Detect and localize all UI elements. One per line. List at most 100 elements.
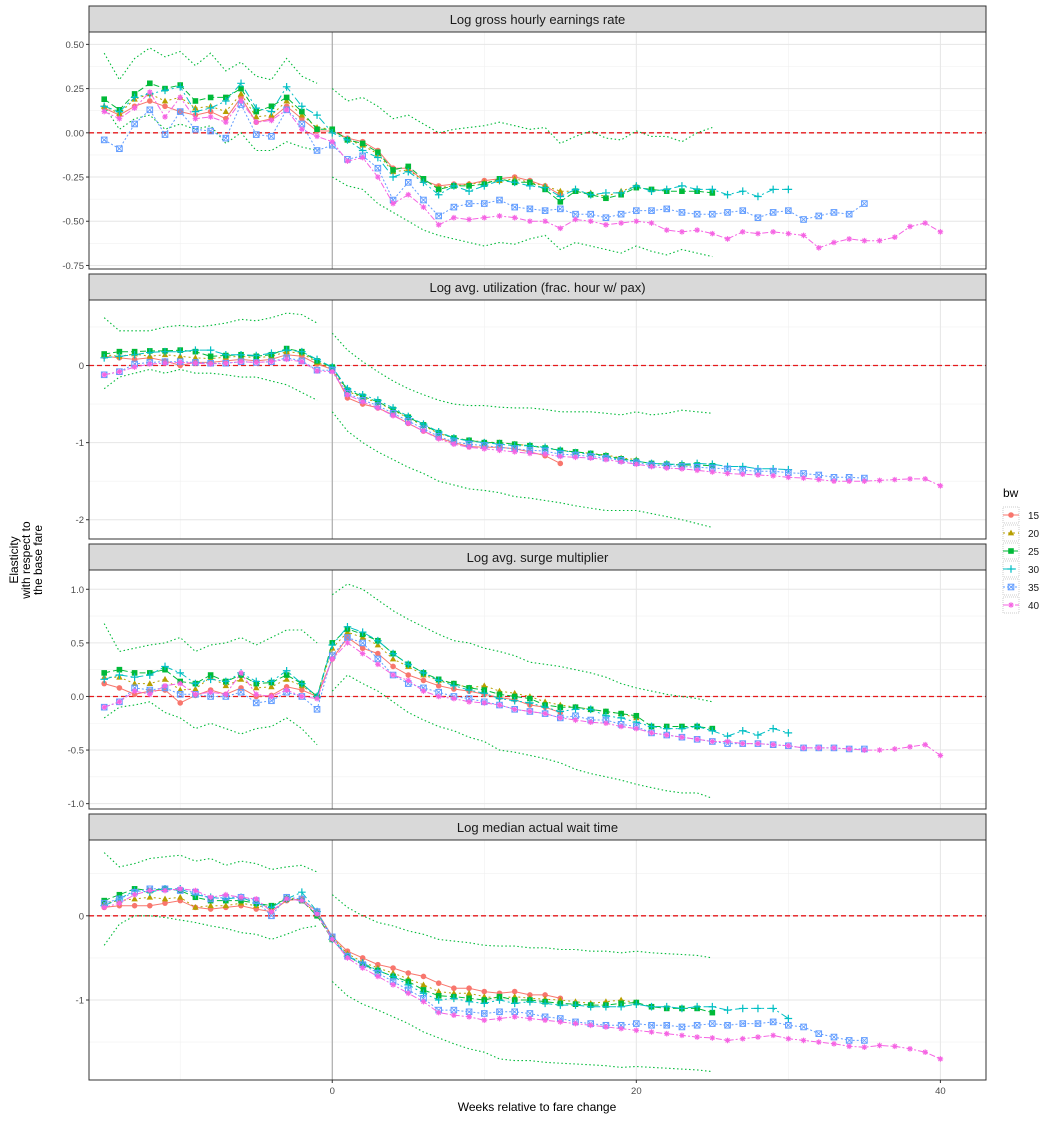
legend-marker-bw-20 [1007,529,1015,536]
point-bw-30 [571,705,580,714]
point-bw-35 [617,210,625,218]
point-bw-30 [404,167,413,176]
point-bw-15 [162,900,168,906]
point-bw-40 [451,1012,457,1018]
point-bw-40 [405,191,412,198]
point-bw-40 [299,358,305,365]
point-bw-40 [724,738,731,745]
point-bw-30 [252,677,261,686]
point-bw-40 [314,368,320,374]
point-bw-30 [176,347,185,356]
point-bw-30 [450,182,458,190]
point-bw-40 [435,221,442,228]
point-bw-40 [451,214,457,221]
point-bw-15 [375,650,381,657]
point-bw-40 [603,1024,609,1030]
point-bw-15 [481,988,488,995]
panel-border [88,299,987,540]
point-bw-30 [419,178,428,187]
point-bw-35 [830,1033,838,1041]
point-bw-35 [359,639,366,647]
point-bw-25 [299,108,305,115]
point-bw-30 [526,441,534,450]
point-bw-40 [876,1042,883,1049]
point-bw-40 [739,740,746,747]
point-bw-20 [557,187,564,194]
y-tick-label: -1.0 [68,799,84,810]
point-bw-20 [298,111,306,118]
ci-upper-line [103,852,713,959]
point-bw-30 [389,173,397,181]
point-bw-20 [435,988,442,994]
point-bw-35 [648,207,655,214]
point-bw-40 [527,218,533,225]
point-bw-40 [405,677,412,684]
point-bw-40 [557,225,564,232]
point-bw-40 [466,699,472,705]
point-bw-40 [329,656,336,662]
point-bw-40 [739,471,746,478]
series-line-bw-40 [104,642,941,756]
y-axis-label-line: with respect to [19,521,33,600]
point-bw-30 [586,1002,595,1011]
point-bw-40 [420,428,427,434]
point-bw-40 [253,119,260,126]
point-bw-40 [800,1037,807,1044]
point-bw-40 [922,1049,928,1056]
point-bw-30 [510,696,519,705]
point-bw-35 [693,1021,701,1029]
point-bw-40 [375,174,381,180]
point-bw-30 [662,1002,671,1011]
point-bw-30 [404,660,413,669]
point-bw-40 [268,117,275,124]
point-bw-40 [314,133,320,140]
point-bw-40 [207,361,214,367]
y-tick-label: 0 [79,361,84,372]
point-bw-40 [694,736,700,743]
point-bw-15 [162,103,168,110]
point-bw-30 [282,83,291,91]
point-bw-40 [572,717,579,723]
point-bw-30 [693,185,701,194]
legend-marker-bw-30 [1007,565,1015,573]
point-bw-40 [511,706,518,713]
point-bw-25 [527,695,533,702]
legend-key-bw-30 [1002,560,1020,578]
point-bw-30 [146,348,154,357]
point-bw-40 [116,115,123,122]
legend-key-bw-35 [1002,578,1020,596]
point-bw-40 [557,715,564,721]
point-bw-40 [724,236,731,242]
point-bw-30 [526,182,534,190]
point-bw-40 [679,229,685,235]
point-bw-25 [633,712,640,719]
point-bw-40 [663,227,670,233]
x-tick-label: 20 [631,1086,642,1097]
point-bw-35 [830,209,838,216]
point-bw-40 [663,465,670,471]
ci-upper-line [103,47,713,145]
point-bw-30 [343,623,352,631]
point-bw-40 [603,221,609,228]
panel-border [88,839,987,1081]
point-bw-35 [800,216,807,223]
point-bw-35 [678,209,686,216]
point-bw-25 [238,85,244,92]
point-bw-40 [481,214,488,221]
point-bw-35 [176,108,184,115]
point-bw-30 [617,714,625,722]
point-bw-40 [527,450,533,457]
point-bw-30 [206,104,215,112]
legend-key-bw-15 [1002,506,1020,524]
point-bw-35 [754,214,762,222]
point-bw-35 [724,209,731,216]
point-bw-40 [253,691,260,698]
point-bw-40 [663,732,670,738]
y-tick-label: 0.50 [66,40,85,51]
point-bw-40 [420,688,427,694]
point-bw-30 [510,178,519,187]
point-bw-40 [283,356,290,363]
point-bw-40 [238,98,244,104]
point-bw-15 [420,973,427,980]
